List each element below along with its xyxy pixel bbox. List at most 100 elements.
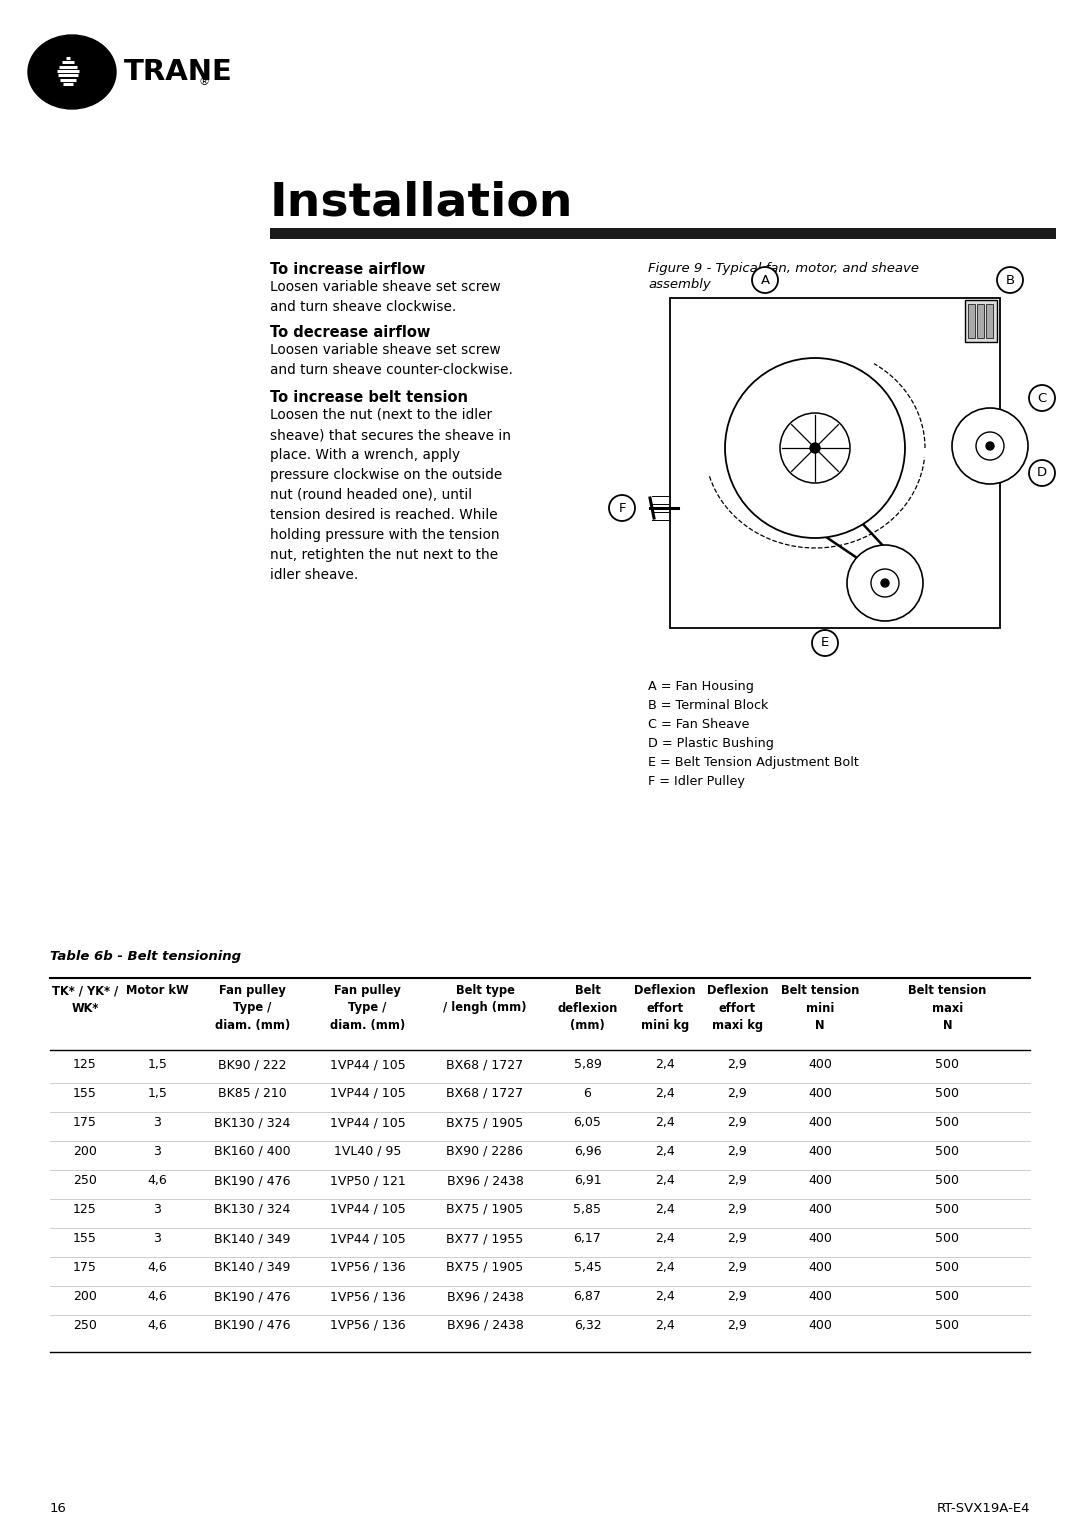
Text: 6: 6 xyxy=(583,1086,592,1100)
Circle shape xyxy=(752,267,778,293)
Text: 175: 175 xyxy=(73,1261,97,1274)
Text: 155: 155 xyxy=(73,1232,97,1245)
Text: 16: 16 xyxy=(50,1502,67,1514)
Text: 1VP56 / 136: 1VP56 / 136 xyxy=(329,1290,405,1303)
Text: BK190 / 476: BK190 / 476 xyxy=(214,1319,291,1332)
Text: 3: 3 xyxy=(153,1203,161,1216)
Text: RT-SVX19A-E4: RT-SVX19A-E4 xyxy=(936,1502,1030,1514)
Text: TRANE: TRANE xyxy=(124,58,233,86)
Text: 4,6: 4,6 xyxy=(148,1261,167,1274)
Text: BK130 / 324: BK130 / 324 xyxy=(214,1115,291,1129)
Text: 500: 500 xyxy=(935,1261,959,1274)
Text: Belt
deflexion
(mm): Belt deflexion (mm) xyxy=(557,984,618,1031)
Text: 2,9: 2,9 xyxy=(728,1203,747,1216)
Bar xyxy=(968,304,975,338)
Text: 2,4: 2,4 xyxy=(656,1319,675,1332)
Text: 400: 400 xyxy=(808,1319,832,1332)
Text: BK190 / 476: BK190 / 476 xyxy=(214,1174,291,1187)
Text: BX96 / 2438: BX96 / 2438 xyxy=(446,1290,524,1303)
Text: Loosen the nut (next to the idler
sheave) that secures the sheave in
place. With: Loosen the nut (next to the idler sheave… xyxy=(270,408,511,582)
Text: 400: 400 xyxy=(808,1261,832,1274)
Circle shape xyxy=(609,495,635,521)
Circle shape xyxy=(847,545,923,620)
Bar xyxy=(986,304,993,338)
Text: TK* / YK* /
WK*: TK* / YK* / WK* xyxy=(52,984,118,1015)
Text: 3: 3 xyxy=(153,1232,161,1245)
Circle shape xyxy=(810,443,820,452)
Text: 400: 400 xyxy=(808,1232,832,1245)
Text: 2,4: 2,4 xyxy=(656,1086,675,1100)
Text: 2,4: 2,4 xyxy=(656,1290,675,1303)
Text: 2,9: 2,9 xyxy=(728,1232,747,1245)
Bar xyxy=(670,298,1000,628)
Text: 400: 400 xyxy=(808,1290,832,1303)
Circle shape xyxy=(881,579,889,587)
Text: BX75 / 1905: BX75 / 1905 xyxy=(446,1261,524,1274)
Text: 5,89: 5,89 xyxy=(573,1057,602,1071)
Text: 4,6: 4,6 xyxy=(148,1319,167,1332)
Circle shape xyxy=(780,413,850,483)
Text: 3: 3 xyxy=(153,1115,161,1129)
Text: 400: 400 xyxy=(808,1174,832,1187)
Text: 1VP56 / 136: 1VP56 / 136 xyxy=(329,1319,405,1332)
Text: 5,85: 5,85 xyxy=(573,1203,602,1216)
Text: 6,91: 6,91 xyxy=(573,1174,602,1187)
Text: BX68 / 1727: BX68 / 1727 xyxy=(446,1057,524,1071)
Text: BX75 / 1905: BX75 / 1905 xyxy=(446,1115,524,1129)
Text: Motor kW: Motor kW xyxy=(126,984,189,996)
Circle shape xyxy=(870,568,899,597)
Text: B: B xyxy=(1005,274,1014,287)
Text: 2,9: 2,9 xyxy=(728,1057,747,1071)
Text: 1VP56 / 136: 1VP56 / 136 xyxy=(329,1261,405,1274)
Text: 4,6: 4,6 xyxy=(148,1174,167,1187)
Text: 6,32: 6,32 xyxy=(573,1319,602,1332)
Text: B = Terminal Block: B = Terminal Block xyxy=(648,698,768,712)
Text: BK85 / 210: BK85 / 210 xyxy=(218,1086,287,1100)
Text: 500: 500 xyxy=(935,1203,959,1216)
Circle shape xyxy=(725,358,905,538)
Text: BX96 / 2438: BX96 / 2438 xyxy=(446,1319,524,1332)
Text: 2,4: 2,4 xyxy=(656,1203,675,1216)
Text: 500: 500 xyxy=(935,1232,959,1245)
Text: 1VP44 / 105: 1VP44 / 105 xyxy=(329,1086,405,1100)
Text: 3: 3 xyxy=(153,1144,161,1158)
Text: 400: 400 xyxy=(808,1086,832,1100)
Text: BK140 / 349: BK140 / 349 xyxy=(214,1232,291,1245)
Text: 1,5: 1,5 xyxy=(148,1086,167,1100)
Circle shape xyxy=(997,267,1023,293)
Text: F = Idler Pulley: F = Idler Pulley xyxy=(648,775,745,788)
Text: 2,4: 2,4 xyxy=(656,1115,675,1129)
Text: E: E xyxy=(821,637,829,649)
Text: 1,5: 1,5 xyxy=(148,1057,167,1071)
Text: D: D xyxy=(1037,466,1048,480)
Text: 2,9: 2,9 xyxy=(728,1174,747,1187)
Text: BX90 / 2286: BX90 / 2286 xyxy=(446,1144,524,1158)
Text: 1VP44 / 105: 1VP44 / 105 xyxy=(329,1203,405,1216)
Text: 500: 500 xyxy=(935,1144,959,1158)
Text: 2,4: 2,4 xyxy=(656,1057,675,1071)
Text: 500: 500 xyxy=(935,1290,959,1303)
Circle shape xyxy=(986,442,994,451)
Text: 5,45: 5,45 xyxy=(573,1261,602,1274)
Text: Fan pulley
Type /
diam. (mm): Fan pulley Type / diam. (mm) xyxy=(215,984,291,1031)
Text: BX68 / 1727: BX68 / 1727 xyxy=(446,1086,524,1100)
Text: 1VP44 / 105: 1VP44 / 105 xyxy=(329,1057,405,1071)
Text: 2,9: 2,9 xyxy=(728,1290,747,1303)
Text: Installation: Installation xyxy=(270,180,573,225)
Text: 125: 125 xyxy=(73,1203,97,1216)
Text: ®: ® xyxy=(198,76,210,87)
Text: 250: 250 xyxy=(73,1174,97,1187)
Text: Loosen variable sheave set screw
and turn sheave clockwise.: Loosen variable sheave set screw and tur… xyxy=(270,280,501,315)
Text: C: C xyxy=(1038,391,1047,405)
Text: 2,9: 2,9 xyxy=(728,1115,747,1129)
Text: To increase airflow: To increase airflow xyxy=(270,261,426,277)
Text: 125: 125 xyxy=(73,1057,97,1071)
Text: 500: 500 xyxy=(935,1086,959,1100)
Text: 500: 500 xyxy=(935,1174,959,1187)
Text: 400: 400 xyxy=(808,1057,832,1071)
Text: Table 6b - Belt tensioning: Table 6b - Belt tensioning xyxy=(50,950,241,963)
Text: Deflexion
effort
maxi kg: Deflexion effort maxi kg xyxy=(706,984,768,1031)
Text: 1VP44 / 105: 1VP44 / 105 xyxy=(329,1115,405,1129)
Text: Figure 9 - Typical fan, motor, and sheave: Figure 9 - Typical fan, motor, and sheav… xyxy=(648,261,919,275)
Text: 500: 500 xyxy=(935,1057,959,1071)
